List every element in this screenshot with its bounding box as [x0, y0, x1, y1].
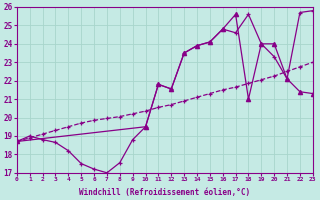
X-axis label: Windchill (Refroidissement éolien,°C): Windchill (Refroidissement éolien,°C)	[79, 188, 250, 197]
